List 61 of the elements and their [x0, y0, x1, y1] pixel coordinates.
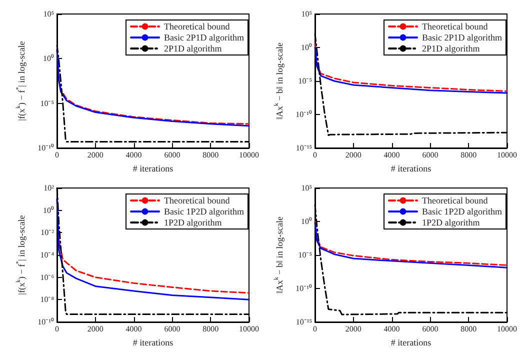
legend-label: 1P2D algorithm [422, 218, 480, 228]
y-tick-label: 10⁰ [301, 217, 312, 226]
x-tick-label: 8000 [460, 150, 477, 160]
y-tick-label: 10⁻⁵ [298, 250, 312, 260]
y-tick-label: 10⁻⁴ [40, 250, 54, 260]
y-tick-label: 10⁻¹⁵ [296, 318, 312, 326]
y-tick-label: 10² [44, 184, 55, 192]
x-axis-title: # iterations [132, 337, 174, 348]
x-tick-label: 4000 [126, 150, 142, 160]
x-tick-label: 2000 [87, 150, 104, 160]
legend-label: Theoretical bound [164, 196, 230, 206]
legend-label: Theoretical bound [164, 22, 230, 32]
x-tick-label: 10000 [497, 150, 517, 160]
x-tick-label: 2000 [345, 150, 362, 160]
legend-label: Basic 1P2D algorithm [164, 206, 244, 216]
legend-label: 2P1D algorithm [422, 44, 480, 54]
y-tick-label: 10⁻¹⁰ [296, 110, 312, 119]
x-tick-label: 4000 [384, 324, 400, 334]
x-tick-label: 8000 [202, 324, 219, 334]
x-tick-label: 10000 [239, 150, 259, 160]
x-tick-label: 0 [313, 150, 317, 160]
y-tick-label: 10⁵ [43, 10, 54, 18]
legend-label: Basic 2P1D algorithm [422, 32, 502, 42]
x-tick-label: 8000 [202, 150, 219, 160]
y-tick-label: 10⁻¹⁰ [296, 284, 312, 293]
x-tick-label: 10000 [497, 324, 517, 334]
x-axis-title: # iterations [132, 163, 174, 174]
x-tick-label: 4000 [126, 324, 142, 334]
x-axis-title: # iterations [390, 337, 432, 348]
legend-label: Basic 2P1D algorithm [164, 32, 244, 42]
y-tick-label: 10⁻⁸ [40, 295, 54, 304]
x-tick-label: 6000 [164, 324, 180, 334]
legend-label: Theoretical bound [422, 196, 488, 206]
y-tick-label: 10⁻¹⁰ [38, 318, 54, 326]
x-tick-label: 0 [313, 324, 317, 334]
legend-label: Theoretical bound [422, 22, 488, 32]
y-tick-label: 10⁻⁵ [298, 76, 312, 86]
x-tick-label: 6000 [164, 150, 180, 160]
legend-label: 2P1D algorithm [164, 44, 222, 54]
x-tick-label: 6000 [422, 150, 438, 160]
x-tick-label: 6000 [422, 324, 438, 334]
x-tick-label: 8000 [460, 324, 477, 334]
x-tick-label: 0 [55, 150, 59, 160]
y-tick-label: 10⁰ [43, 206, 54, 215]
legend-label: Basic 1P2D algorithm [422, 206, 502, 216]
x-tick-label: 2000 [345, 324, 362, 334]
x-tick-label: 0 [55, 324, 59, 334]
y-tick-label: 10⁰ [43, 54, 54, 64]
y-tick-label: 10⁻⁵ [40, 98, 54, 108]
x-axis-title: # iterations [390, 163, 432, 174]
y-tick-label: 10⁵ [301, 184, 312, 192]
y-tick-label: 10⁵ [301, 10, 312, 18]
x-tick-label: 2000 [87, 324, 104, 334]
y-tick-label: 10⁻² [40, 228, 55, 238]
legend-label: 1P2D algorithm [164, 218, 222, 228]
y-tick-label: 10⁻¹⁰ [38, 144, 54, 152]
y-tick-label: 10⁻⁶ [40, 272, 54, 282]
x-tick-label: 10000 [239, 324, 259, 334]
y-tick-label: 10⁻¹⁵ [296, 144, 312, 152]
x-tick-label: 4000 [384, 150, 400, 160]
y-tick-label: 10⁰ [301, 43, 312, 52]
